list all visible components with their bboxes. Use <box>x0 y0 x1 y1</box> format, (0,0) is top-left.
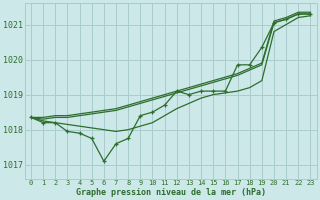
X-axis label: Graphe pression niveau de la mer (hPa): Graphe pression niveau de la mer (hPa) <box>76 188 266 197</box>
